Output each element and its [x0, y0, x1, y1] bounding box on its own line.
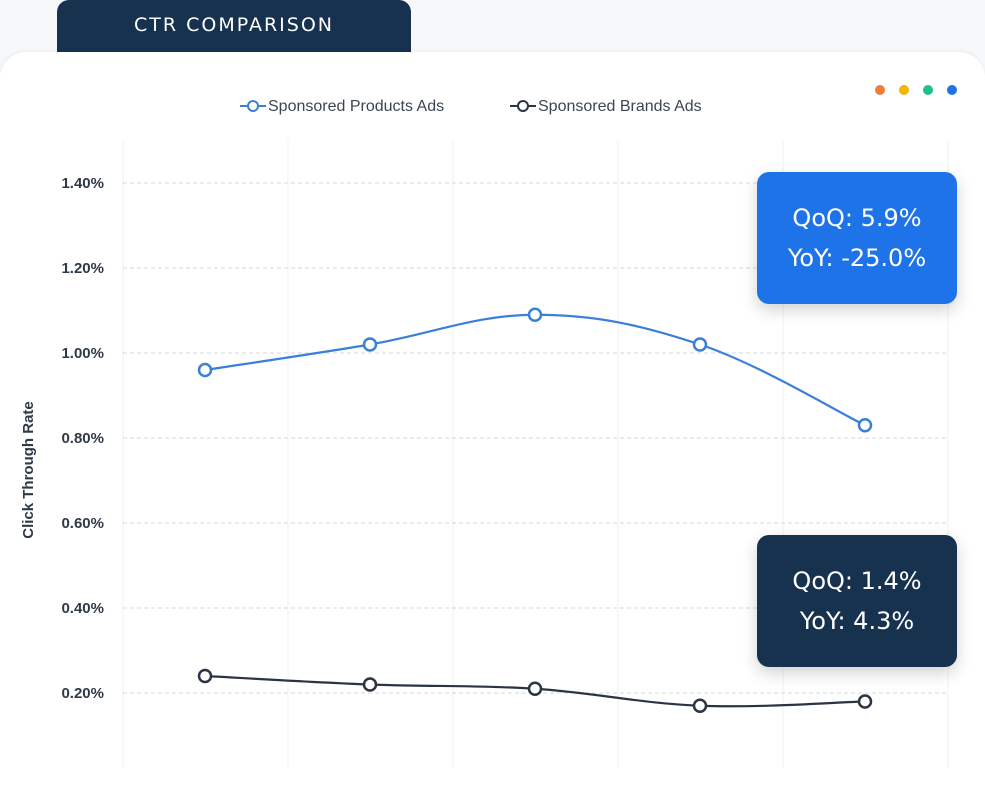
orange-dot-icon[interactable] [875, 85, 885, 95]
brands-yoy: YoY: 4.3% [799, 607, 915, 635]
y-tick-label: 1.00% [61, 345, 104, 362]
y-tick-label: 0.80% [61, 430, 104, 447]
y-tick-label: 0.40% [61, 600, 104, 617]
data-point [362, 677, 378, 692]
products-qoq: QoQ: 5.9% [792, 204, 922, 232]
series-line-products [204, 313, 866, 427]
y-tick-label: 0.60% [61, 515, 104, 532]
chart-title: CTR COMPARISON [133, 14, 334, 36]
y-tick-label: 1.20% [61, 260, 104, 277]
y-axis-label: Click Through Rate [20, 401, 37, 539]
data-point [527, 307, 543, 322]
legend-marker-icon [517, 100, 529, 112]
y-axis-ticks: 0.20% 0.40% 0.60% 0.80% 1.00% 1.20% 1.40% [61, 175, 104, 702]
brands-change-callout: QoQ: 1.4% YoY: 4.3% [757, 535, 957, 667]
data-point [362, 337, 378, 352]
legend-item: Sponsored Products Ads [240, 98, 444, 115]
data-point [527, 681, 543, 696]
data-point [857, 694, 873, 709]
products-yoy: YoY: -25.0% [787, 244, 927, 272]
products-change-callout: QoQ: 5.9% YoY: -25.0% [757, 172, 957, 304]
series-lines [197, 307, 873, 713]
data-point [197, 668, 213, 684]
chart-title-tab: CTR COMPARISON [57, 0, 411, 53]
legend-item: Sponsored Brands Ads [510, 98, 702, 115]
chart-legend: Sponsored Products Ads Sponsored Brands A… [240, 98, 702, 115]
legend-marker-icon [247, 100, 259, 112]
y-tick-label: 0.20% [61, 685, 104, 702]
yellow-dot-icon[interactable] [899, 85, 909, 95]
green-dot-icon[interactable] [923, 85, 933, 95]
legend-label: Sponsored Products Ads [268, 98, 444, 115]
legend-label: Sponsored Brands Ads [538, 98, 702, 115]
blue-dot-icon[interactable] [947, 85, 957, 95]
y-tick-label: 1.40% [61, 175, 104, 192]
window-controls [875, 85, 957, 95]
brands-qoq: QoQ: 1.4% [792, 567, 922, 595]
data-point [197, 362, 213, 378]
data-point [692, 337, 708, 352]
data-point [692, 698, 708, 713]
data-point [857, 418, 873, 433]
